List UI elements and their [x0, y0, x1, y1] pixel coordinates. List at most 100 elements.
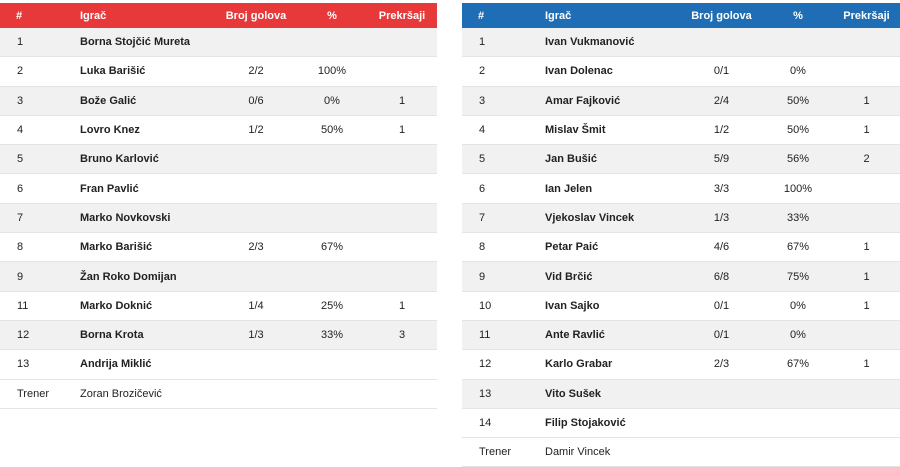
table-header-row: # Igrač Broj golova % Prekršaji	[0, 3, 437, 28]
player-name: Andrija Miklić	[80, 349, 215, 380]
player-goals	[680, 28, 763, 58]
table-row: 7 Vjekoslav Vincek 1/3 33%	[462, 203, 900, 234]
player-percent	[297, 173, 367, 204]
table-row: 4 Lovro Knez 1/2 50% 1	[0, 115, 437, 146]
player-number: 7	[0, 203, 80, 234]
player-percent	[763, 379, 833, 409]
player-goals: 1/2	[215, 115, 297, 146]
header-player: Igrač	[80, 9, 107, 22]
header-goals: Broj golova	[691, 9, 752, 22]
header-percent: %	[793, 9, 803, 22]
player-fouls	[367, 173, 437, 204]
player-fouls: 1	[833, 291, 900, 321]
table-row: 14 Filip Stojaković	[462, 408, 900, 439]
player-percent: 0%	[763, 291, 833, 321]
player-percent: 67%	[297, 232, 367, 263]
player-name: Borna Stojčić Mureta	[80, 28, 215, 58]
player-name: Marko Barišić	[80, 232, 215, 263]
player-goals	[215, 261, 297, 292]
header-goals: Broj golova	[225, 9, 287, 22]
player-percent: 0%	[763, 56, 833, 87]
player-name: Fran Pavlić	[80, 173, 215, 204]
table-row: 11 Marko Doknić 1/4 25% 1	[0, 291, 437, 321]
table-row: 8 Marko Barišić 2/3 67%	[0, 232, 437, 263]
player-percent: 0%	[297, 86, 367, 116]
player-percent: 0%	[763, 320, 833, 351]
table-row: 2 Ivan Dolenac 0/1 0%	[462, 56, 900, 87]
player-fouls: 2	[833, 144, 900, 175]
player-goals: 1/4	[215, 291, 297, 321]
table-row: 6 Fran Pavlić	[0, 173, 437, 204]
player-number: 4	[462, 115, 545, 146]
coach-label: Trener	[0, 379, 80, 409]
player-goals: 3/3	[680, 173, 763, 204]
player-name: Jan Bušić	[545, 144, 680, 175]
player-percent	[297, 144, 367, 175]
player-number: 11	[462, 320, 545, 351]
player-fouls	[833, 203, 900, 234]
table-row: 12 Borna Krota 1/3 33% 3	[0, 320, 437, 351]
player-goals: 0/1	[680, 320, 763, 351]
player-name: Ivan Dolenac	[545, 56, 680, 87]
player-name: Marko Doknić	[80, 291, 215, 321]
player-name: Bože Galić	[80, 86, 215, 116]
player-percent: 50%	[297, 115, 367, 146]
player-fouls: 1	[367, 291, 437, 321]
player-number: 10	[462, 291, 545, 321]
table-row: 3 Amar Fajković 2/4 50% 1	[462, 86, 900, 116]
player-fouls: 3	[367, 320, 437, 351]
player-number: 3	[462, 86, 545, 116]
player-goals: 0/1	[680, 56, 763, 87]
player-fouls: 1	[833, 86, 900, 116]
table-row: 7 Marko Novkovski	[0, 203, 437, 234]
player-name: Karlo Grabar	[545, 349, 680, 380]
player-name: Lovro Knez	[80, 115, 215, 146]
player-number: 6	[0, 173, 80, 204]
player-goals	[215, 144, 297, 175]
coach-label: Trener	[462, 437, 545, 467]
player-fouls	[833, 28, 900, 58]
table-row: 4 Mislav Šmit 1/2 50% 1	[462, 115, 900, 146]
player-number: 12	[0, 320, 80, 351]
player-name: Ian Jelen	[545, 173, 680, 204]
player-number: 13	[462, 379, 545, 409]
player-number: 9	[0, 261, 80, 292]
player-number: 2	[462, 56, 545, 87]
player-goals	[215, 203, 297, 234]
table-row: 11 Ante Ravlić 0/1 0%	[462, 320, 900, 351]
table-row: 6 Ian Jelen 3/3 100%	[462, 173, 900, 204]
player-fouls	[367, 203, 437, 234]
player-name: Mislav Šmit	[545, 115, 680, 146]
player-number: 1	[0, 28, 80, 58]
coach-row: Trener Zoran Brozičević	[0, 379, 437, 409]
player-percent	[297, 28, 367, 58]
player-name: Luka Barišić	[80, 56, 215, 87]
player-fouls	[367, 144, 437, 175]
player-name: Vito Sušek	[545, 379, 680, 409]
player-fouls: 1	[833, 349, 900, 380]
player-fouls	[833, 320, 900, 351]
player-number: 12	[462, 349, 545, 380]
player-percent: 67%	[763, 349, 833, 380]
player-goals	[680, 408, 763, 439]
home-team-table: # Igrač Broj golova % Prekršaji 1 Borna S…	[0, 3, 437, 409]
header-fouls: Prekršaji	[378, 9, 426, 22]
player-goals	[215, 349, 297, 380]
player-goals: 2/3	[680, 349, 763, 380]
player-fouls	[367, 56, 437, 87]
player-percent: 67%	[763, 232, 833, 263]
coach-row: Trener Damir Vincek	[462, 437, 900, 467]
table-row: 13 Andrija Miklić	[0, 349, 437, 380]
player-name: Petar Paić	[545, 232, 680, 263]
player-name: Ivan Vukmanović	[545, 28, 680, 58]
player-fouls: 1	[833, 232, 900, 263]
player-number: 14	[462, 408, 545, 439]
player-goals: 1/3	[680, 203, 763, 234]
table-row: 9 Žan Roko Domijan	[0, 261, 437, 292]
player-fouls	[367, 261, 437, 292]
player-goals: 0/1	[680, 291, 763, 321]
table-row: 1 Ivan Vukmanović	[462, 28, 900, 58]
player-goals: 2/2	[215, 56, 297, 87]
player-name: Vid Brčić	[545, 261, 680, 292]
player-fouls	[833, 56, 900, 87]
